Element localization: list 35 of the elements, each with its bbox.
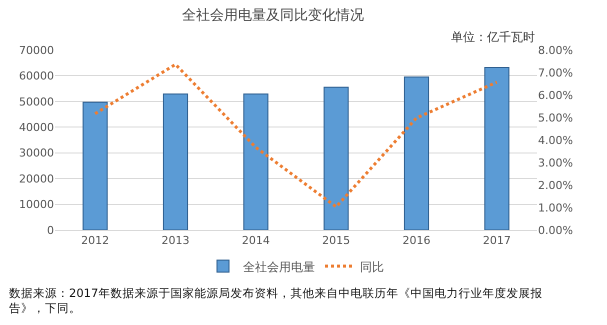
bar: [82, 102, 108, 230]
y-tick-label: 10000: [19, 198, 54, 212]
bar: [404, 76, 430, 230]
bar: [484, 66, 510, 230]
source-note: 数据来源：2017年数据来源于国家能源局发布资料，其他来自中电联历年《中国电力行业年度发展报告》，下同。: [9, 286, 542, 315]
y2-tick-label: 3.00%: [538, 156, 573, 170]
y2-tick-label: 5.00%: [538, 111, 573, 124]
bar: [243, 93, 268, 230]
y-tick-label: 70000: [19, 44, 54, 57]
x-tick-label: 2016: [402, 234, 430, 248]
x-tick-label: 2012: [81, 234, 110, 248]
x-tick-label: 2013: [162, 234, 190, 248]
y2-tick-label: 4.00%: [538, 134, 573, 147]
x-tick-label: 2014: [242, 234, 270, 248]
chart-title: 全社会用电量及同比变化情况: [182, 8, 364, 24]
y2-tick-label: 7.00%: [538, 66, 573, 80]
x-tick-label: 2017: [482, 234, 511, 248]
y2-tick-label: 6.00%: [538, 88, 573, 102]
y2-tick-label: 2.00%: [538, 178, 573, 192]
y-tick-label: 40000: [19, 120, 54, 134]
y2-tick-label: 0.00%: [538, 224, 573, 237]
y-tick-label: 0: [47, 224, 54, 237]
bar: [162, 93, 188, 230]
y-tick-label: 60000: [19, 70, 54, 83]
bar: [324, 86, 349, 230]
y2-tick-label: 1.00%: [538, 201, 573, 214]
y-tick-label: 30000: [19, 146, 54, 160]
x-tick-label: 2015: [322, 234, 350, 248]
y2-tick-label: 8.00%: [538, 44, 573, 57]
y-tick-label: 20000: [19, 172, 54, 186]
text: 单位：亿千瓦时: [451, 30, 535, 44]
y-tick-label: 50000: [19, 95, 54, 108]
line-series: [94, 62, 498, 208]
legend-label: 同比: [360, 260, 384, 274]
legend-label: 全社会用电量: [243, 260, 315, 274]
